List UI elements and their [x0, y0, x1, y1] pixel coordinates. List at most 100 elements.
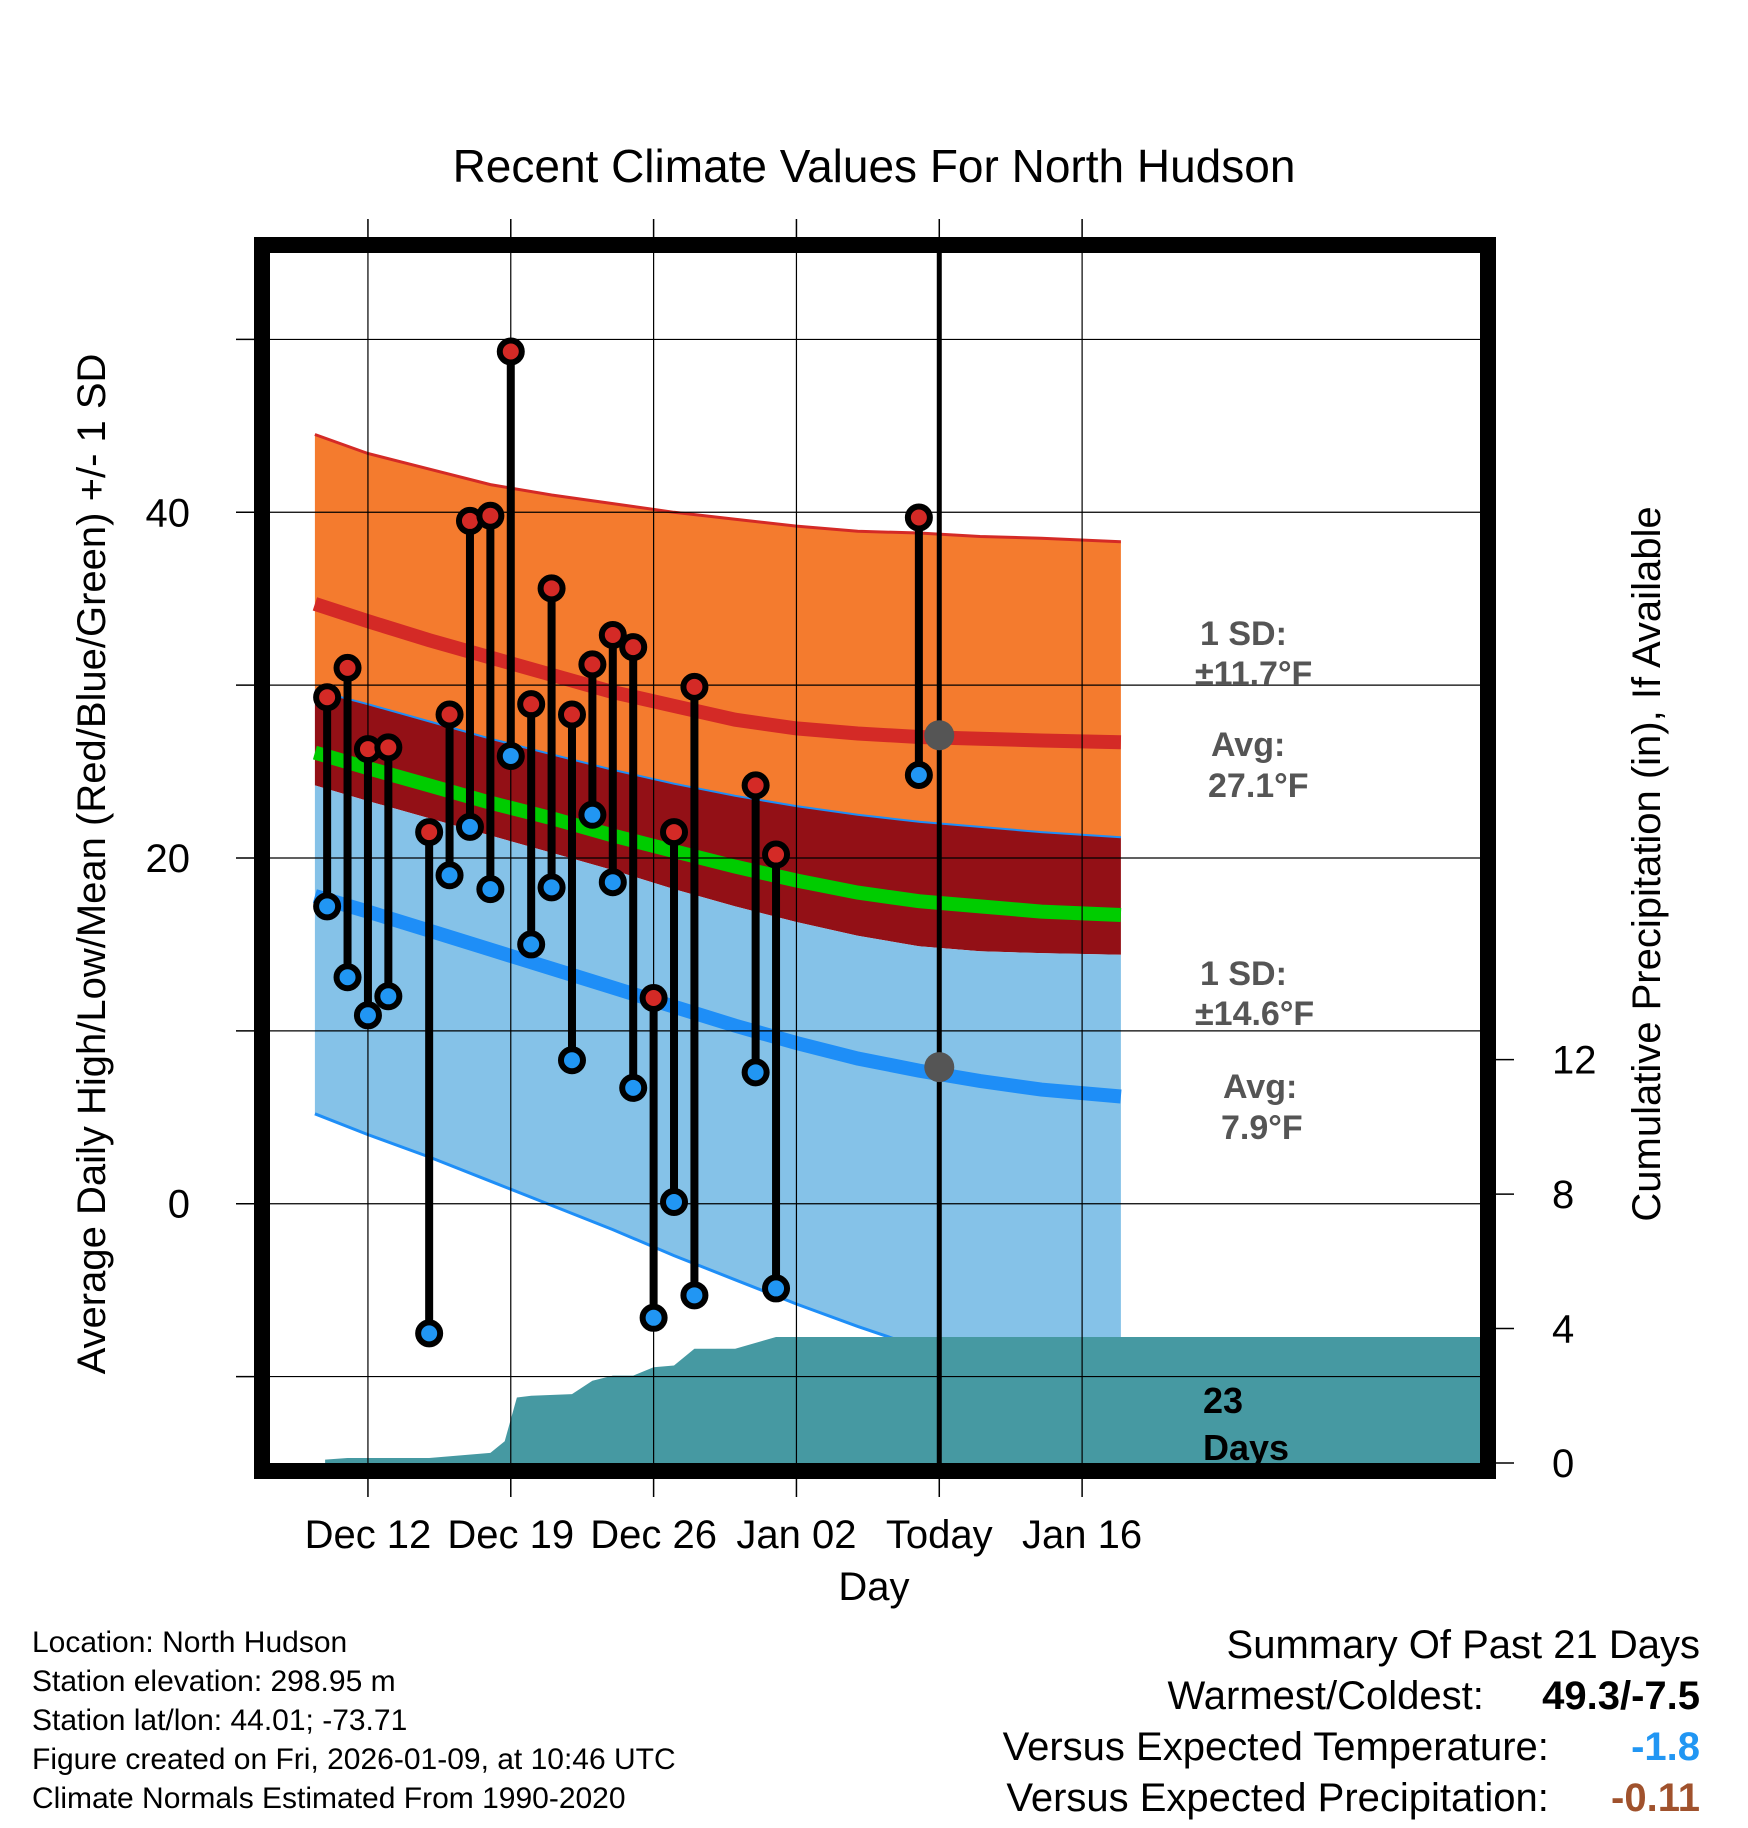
observation: [415, 818, 444, 1348]
low-sd-value: ±14.6°F: [1195, 995, 1314, 1033]
observation-high-dot: [435, 700, 464, 729]
observation-low-dot: [680, 1281, 709, 1310]
location-text: Location: North Hudson: [32, 1626, 348, 1659]
low-average-marker: [924, 1052, 955, 1083]
days-label: Days: [1203, 1427, 1289, 1468]
observation-high-dot: [904, 503, 933, 532]
high-lower-sd-line: [314, 689, 1121, 839]
y2-tick-label: 8: [1552, 1173, 1574, 1217]
summary-precipitation: Versus Expected Precipitation: -0.11: [1003, 1773, 1700, 1824]
observation-low-dot: [435, 861, 464, 890]
precip-label: Versus Expected Precipitation:: [1006, 1776, 1549, 1820]
high-average-line: [312, 597, 1122, 750]
observation-low-dot: [660, 1187, 689, 1216]
normals-text: Climate Normals Estimated From 1990-2020: [32, 1782, 626, 1815]
observation-high-dot: [374, 733, 403, 762]
x-tick-label: Dec 26: [590, 1513, 717, 1557]
observation-high-dot: [741, 771, 770, 800]
observation-low-dot: [353, 1001, 382, 1030]
observation: [598, 621, 627, 897]
observation-low-dot: [741, 1058, 770, 1087]
temp-value: -1.8: [1631, 1725, 1700, 1769]
x-tick-label: Jan 16: [1022, 1513, 1142, 1557]
observation-low-dot: [762, 1274, 791, 1303]
observation-low-dot: [313, 892, 342, 921]
high-average-marker: [924, 720, 955, 751]
y2-tick-label: 12: [1552, 1039, 1597, 1083]
observation-high-dot: [598, 621, 627, 650]
observation-low-dot: [619, 1073, 648, 1102]
y2-tick-label: 4: [1552, 1308, 1574, 1352]
x-axis-ticks: Dec 12 Dec 19 Dec 26 Jan 02 Today Jan 16: [305, 219, 1142, 1557]
days-count: 23: [1203, 1380, 1243, 1421]
low-average-line: [312, 889, 1122, 1104]
observation: [374, 733, 403, 1011]
precipitation-area: [325, 1337, 1481, 1463]
observation-high-dot: [557, 700, 586, 729]
y-tick-label: 20: [146, 837, 191, 881]
observation-low-dot: [496, 742, 525, 771]
y2-axis-label: Cumulative Precipitation (in), If Availa…: [1625, 506, 1669, 1221]
x-tick-label: Dec 19: [447, 1513, 574, 1557]
low-sd-label: 1 SD:: [1200, 955, 1287, 993]
observation-low-dot: [537, 873, 566, 902]
x-tick-label: Jan 02: [736, 1513, 856, 1557]
chart-title: Recent Climate Values For North Hudson: [453, 140, 1296, 192]
summary-panel: Summary Of Past 21 Days Warmest/Coldest:…: [1003, 1620, 1700, 1824]
y-tick-label: 40: [146, 491, 191, 535]
low-avg-value: 7.9°F: [1221, 1109, 1303, 1147]
observation: [496, 337, 525, 771]
observation-high-dot: [496, 337, 525, 366]
observation: [476, 501, 505, 904]
latlon-text: Station lat/lon: 44.01; -73.71: [32, 1704, 408, 1737]
observation-low-dot: [333, 963, 362, 992]
summary-temperature: Versus Expected Temperature: -1.8: [1003, 1722, 1700, 1773]
climate-chart: Recent Climate Values For North Hudson 1…: [70, 140, 1669, 1609]
observation-high-dot: [639, 984, 668, 1013]
x-tick-label: Dec 12: [305, 1513, 432, 1557]
station-info: Location: North Hudson Station elevation…: [32, 1623, 676, 1818]
observation: [762, 840, 791, 1303]
observation-low-dot: [598, 868, 627, 897]
y-axis-ticks: 0 20 40: [146, 338, 254, 1378]
low-sd-band: [314, 785, 1121, 1375]
observation-high-dot: [660, 818, 689, 847]
observation-high-dot: [680, 672, 709, 701]
observation: [313, 683, 342, 921]
high-sd-label: 1 SD:: [1200, 615, 1287, 653]
observation-high-dot: [313, 683, 342, 712]
observation: [435, 700, 464, 890]
observation-high-dot: [578, 650, 607, 679]
y-tick-label: 0: [168, 1183, 190, 1227]
observation-high-dot: [619, 633, 648, 662]
observation-high-dot: [517, 690, 546, 719]
observation: [353, 735, 382, 1030]
observation: [455, 506, 484, 841]
observation-low-dot: [415, 1319, 444, 1348]
observation: [578, 650, 607, 829]
y2-axis-ticks: 0 4 8 12: [1496, 1039, 1597, 1486]
observation: [741, 771, 770, 1087]
observation-high-dot: [415, 818, 444, 847]
temp-label: Versus Expected Temperature:: [1002, 1725, 1549, 1769]
observation: [537, 574, 566, 902]
high-upper-sd-line: [314, 433, 1121, 544]
precip-value: -0.11: [1611, 1776, 1700, 1820]
x-axis-label: Day: [838, 1565, 909, 1609]
observation-high-dot: [762, 840, 791, 869]
observation: [619, 633, 648, 1102]
observation: [557, 700, 586, 1075]
observation-low-dot: [517, 930, 546, 959]
high-sd-value: ±11.7°F: [1195, 655, 1312, 693]
observation: [333, 653, 362, 992]
summary-warm-cold: Warmest/Coldest: 49.3/-7.5: [1003, 1671, 1701, 1722]
x-tick-label: Today: [886, 1513, 993, 1557]
observation: [904, 503, 933, 790]
high-avg-label: Avg:: [1211, 726, 1285, 764]
observation-high-dot: [537, 574, 566, 603]
observation: [680, 672, 709, 1310]
observation-low-dot: [557, 1046, 586, 1075]
observation-low-dot: [455, 812, 484, 841]
elevation-text: Station elevation: 298.95 m: [32, 1665, 396, 1698]
y-axis-label: Average Daily High/Low/Mean (Red/Blue/Gr…: [70, 354, 114, 1375]
